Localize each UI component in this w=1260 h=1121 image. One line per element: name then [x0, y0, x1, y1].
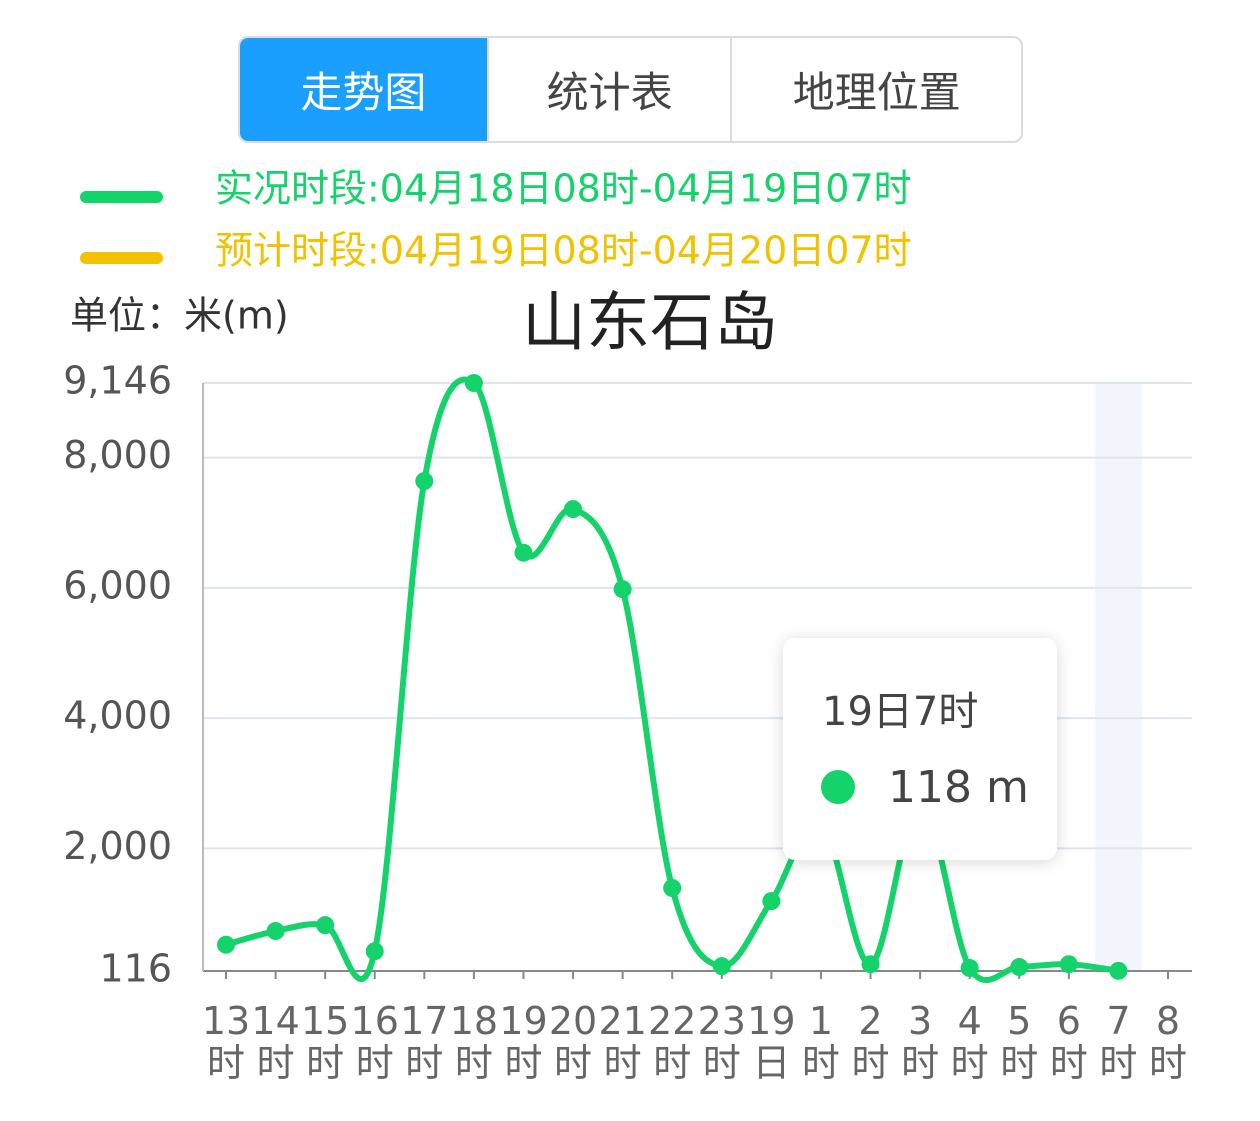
y-tick-label: 2,000 — [63, 824, 172, 868]
x-tick-label: 1时 — [801, 999, 840, 1085]
data-point — [712, 957, 731, 976]
y-axis-label: 单位：米(m) — [70, 294, 289, 338]
x-tick-label: 21时 — [598, 999, 647, 1085]
x-tick-label: 3时 — [901, 999, 940, 1085]
y-tick-label: 4,000 — [63, 694, 172, 738]
data-point — [613, 580, 632, 599]
tooltip-box — [783, 638, 1057, 860]
data-point — [415, 472, 434, 491]
x-tick-label: 19日 — [747, 999, 796, 1085]
x-tick-label: 23时 — [697, 999, 746, 1085]
data-point — [514, 543, 533, 562]
x-tick-label: 6时 — [1049, 999, 1088, 1085]
x-tick-label: 13时 — [201, 999, 251, 1085]
x-tick-label: 16时 — [350, 999, 399, 1085]
x-tick-label: 4时 — [950, 999, 989, 1085]
x-tick-label: 2时 — [851, 999, 890, 1085]
x-tick-label: 19时 — [499, 999, 548, 1085]
y-tick-label: 6,000 — [63, 563, 172, 607]
x-tick-label: 7时 — [1099, 999, 1138, 1085]
data-point — [1059, 955, 1078, 974]
x-tick-label: 15时 — [300, 999, 350, 1085]
hover-band — [1095, 383, 1142, 971]
data-point — [365, 942, 384, 961]
data-point — [663, 879, 682, 898]
data-point — [316, 916, 335, 935]
x-tick-label: 5时 — [1000, 999, 1039, 1085]
x-tick-label: 20时 — [548, 999, 598, 1085]
y-tick-label: 116 — [99, 947, 172, 991]
tab[interactable]: 统计表 — [486, 38, 731, 141]
x-tick-label: 17时 — [400, 999, 449, 1085]
tab-bar: 走势图 统计表 地理位置 — [238, 36, 1023, 143]
data-point — [217, 935, 235, 954]
tab[interactable]: 走势图 — [240, 38, 487, 141]
legend-swatch — [80, 191, 163, 203]
x-tick-label: 8时 — [1148, 999, 1187, 1085]
data-point — [1109, 961, 1128, 980]
data-point — [564, 500, 583, 519]
data-point — [762, 892, 781, 911]
chart-title: 山东石岛 — [522, 287, 778, 361]
data-point — [464, 374, 483, 392]
legend-label: 实况时段:04月18日08时-04月19日07时 — [215, 167, 912, 211]
tooltip-dot — [821, 770, 855, 804]
x-tick-label: 18时 — [449, 999, 499, 1085]
y-tick-label: 9,146 — [63, 359, 172, 403]
data-point — [861, 955, 880, 974]
tooltip-title: 19日7时 — [822, 689, 978, 735]
data-point — [266, 922, 285, 941]
y-tick-label: 8,000 — [63, 433, 172, 477]
legend-label: 预计时段:04月19日08时-04月20日07时 — [215, 229, 912, 273]
tooltip-value: 118 m — [888, 762, 1029, 813]
legend-swatch — [80, 252, 163, 264]
tooltip: 19日7时 118 m — [783, 638, 1057, 860]
data-point — [960, 959, 979, 978]
tab[interactable]: 地理位置 — [730, 38, 1021, 141]
x-tick-label: 22时 — [648, 999, 697, 1085]
x-tick-label: 14时 — [251, 999, 300, 1085]
data-point — [1010, 958, 1029, 977]
